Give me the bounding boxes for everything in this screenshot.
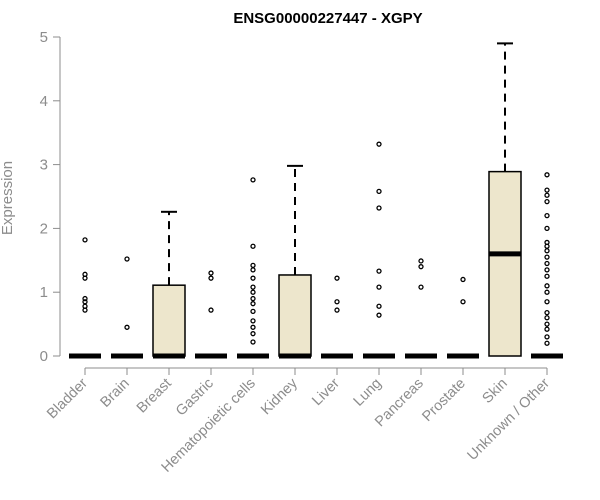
outlier-point bbox=[82, 299, 88, 305]
x-tick-label: Bladder bbox=[44, 375, 91, 422]
x-tick-label: Skin bbox=[480, 376, 511, 407]
outlier-point bbox=[376, 312, 382, 318]
outlier-point bbox=[544, 254, 550, 260]
box-body bbox=[278, 274, 312, 357]
outlier-point bbox=[544, 321, 550, 327]
outlier-point bbox=[418, 258, 424, 264]
box-prostate bbox=[447, 276, 479, 359]
outlier-point bbox=[544, 315, 550, 321]
outlier-point bbox=[544, 212, 550, 219]
box-bladder bbox=[69, 237, 101, 359]
outlier-point bbox=[250, 324, 256, 330]
outlier-point bbox=[544, 248, 550, 254]
box-unknown-other bbox=[531, 172, 563, 359]
x-tick-label: Prostate bbox=[419, 376, 468, 425]
outlier-point bbox=[460, 299, 466, 305]
y-axis: 0 1 2 3 4 5 bbox=[40, 29, 61, 365]
outlier-point bbox=[544, 340, 550, 346]
outlier-point bbox=[250, 331, 256, 337]
outlier-point bbox=[250, 262, 256, 269]
y-axis-label: Expression bbox=[0, 161, 16, 235]
outlier-point bbox=[124, 324, 130, 330]
outlier-point bbox=[544, 192, 550, 198]
outlier-point bbox=[544, 239, 550, 246]
outlier-point bbox=[250, 318, 256, 324]
x-tick-label: Breast bbox=[134, 376, 175, 417]
outlier-point bbox=[124, 256, 130, 262]
outlier-point bbox=[208, 275, 214, 281]
outlier-point bbox=[82, 237, 88, 243]
x-tick-label: Kidney bbox=[258, 375, 301, 418]
box-pancreas bbox=[405, 258, 437, 359]
outlier-point bbox=[544, 273, 550, 279]
box-brain bbox=[111, 256, 143, 359]
outlier-point bbox=[250, 295, 256, 302]
box-body bbox=[488, 170, 522, 357]
outlier-point bbox=[544, 326, 550, 332]
outlier-point bbox=[334, 299, 340, 305]
box-skin bbox=[488, 42, 522, 357]
box-gastric bbox=[195, 270, 227, 359]
box-breast bbox=[152, 210, 186, 359]
outlier-point bbox=[544, 187, 550, 193]
outlier-point bbox=[250, 267, 256, 273]
outlier-point bbox=[250, 289, 256, 295]
box-lung bbox=[363, 141, 395, 359]
outlier-point bbox=[418, 264, 424, 270]
outlier-point bbox=[418, 284, 424, 290]
x-tick-label: Liver bbox=[309, 375, 343, 409]
y-tick-label: 0 bbox=[40, 348, 48, 365]
box-body bbox=[152, 284, 186, 357]
box-hematopoietic-cells bbox=[237, 177, 269, 359]
outlier-point bbox=[250, 284, 256, 290]
outlier-point bbox=[376, 188, 382, 195]
outlier-point bbox=[334, 275, 340, 281]
outlier-point bbox=[82, 295, 88, 302]
outlier-point bbox=[208, 307, 214, 313]
y-tick-label: 1 bbox=[40, 284, 48, 301]
outlier-point bbox=[544, 283, 550, 289]
box-kidney bbox=[278, 164, 312, 359]
outlier-point bbox=[376, 284, 382, 290]
outlier-point bbox=[544, 299, 550, 305]
outlier-point bbox=[250, 301, 256, 307]
outlier-point bbox=[250, 308, 256, 314]
outlier-point bbox=[82, 303, 88, 309]
outlier-point bbox=[376, 303, 382, 309]
x-tick-label: Lung bbox=[351, 376, 385, 410]
outlier-point bbox=[250, 243, 256, 249]
outlier-point bbox=[544, 309, 550, 316]
outlier-point bbox=[544, 225, 550, 232]
outlier-point bbox=[544, 198, 550, 205]
y-tick-label: 2 bbox=[40, 220, 48, 237]
boxes bbox=[69, 42, 563, 359]
outlier-point bbox=[376, 268, 382, 274]
outlier-point bbox=[544, 260, 550, 267]
outlier-point bbox=[544, 267, 550, 273]
outlier-point bbox=[250, 339, 256, 345]
y-tick-label: 5 bbox=[40, 29, 48, 46]
x-tick-label: Brain bbox=[98, 376, 133, 411]
outlier-point bbox=[376, 141, 382, 147]
outlier-point bbox=[334, 307, 340, 313]
y-tick-label: 4 bbox=[40, 93, 48, 110]
outlier-point bbox=[460, 276, 466, 283]
outlier-point bbox=[208, 270, 214, 276]
chart-title: ENSG00000227447 - XGPY bbox=[233, 10, 422, 27]
box-liver bbox=[321, 275, 353, 359]
outlier-point bbox=[82, 271, 88, 277]
outlier-point bbox=[376, 205, 382, 211]
outlier-point bbox=[250, 275, 256, 281]
outlier-point bbox=[544, 334, 550, 340]
outlier-point bbox=[544, 289, 550, 295]
outlier-point bbox=[250, 177, 256, 183]
outlier-point bbox=[544, 172, 550, 178]
y-tick-label: 3 bbox=[40, 157, 48, 174]
